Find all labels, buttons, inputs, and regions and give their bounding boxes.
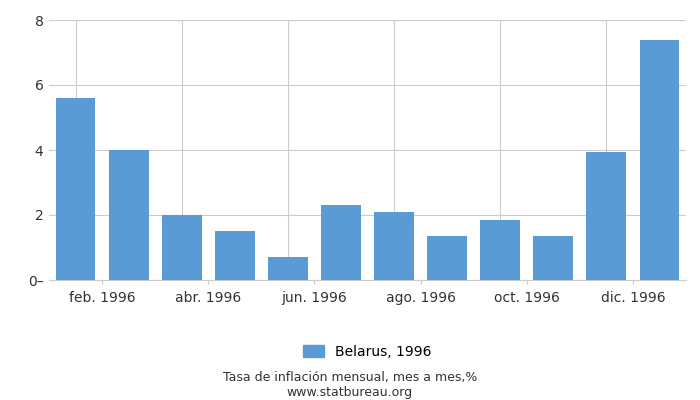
Bar	[374, 212, 414, 280]
Bar	[480, 220, 520, 280]
Bar	[268, 257, 308, 280]
Bar	[533, 236, 573, 280]
Bar	[108, 150, 148, 280]
Bar	[640, 40, 680, 280]
Bar	[55, 98, 95, 280]
Text: Tasa de inflación mensual, mes a mes,%: Tasa de inflación mensual, mes a mes,%	[223, 372, 477, 384]
Bar	[427, 236, 467, 280]
Bar	[162, 215, 202, 280]
Bar	[321, 205, 361, 280]
Legend: Belarus, 1996: Belarus, 1996	[298, 339, 438, 364]
Bar	[215, 231, 255, 280]
Bar	[587, 152, 626, 280]
Text: www.statbureau.org: www.statbureau.org	[287, 386, 413, 399]
